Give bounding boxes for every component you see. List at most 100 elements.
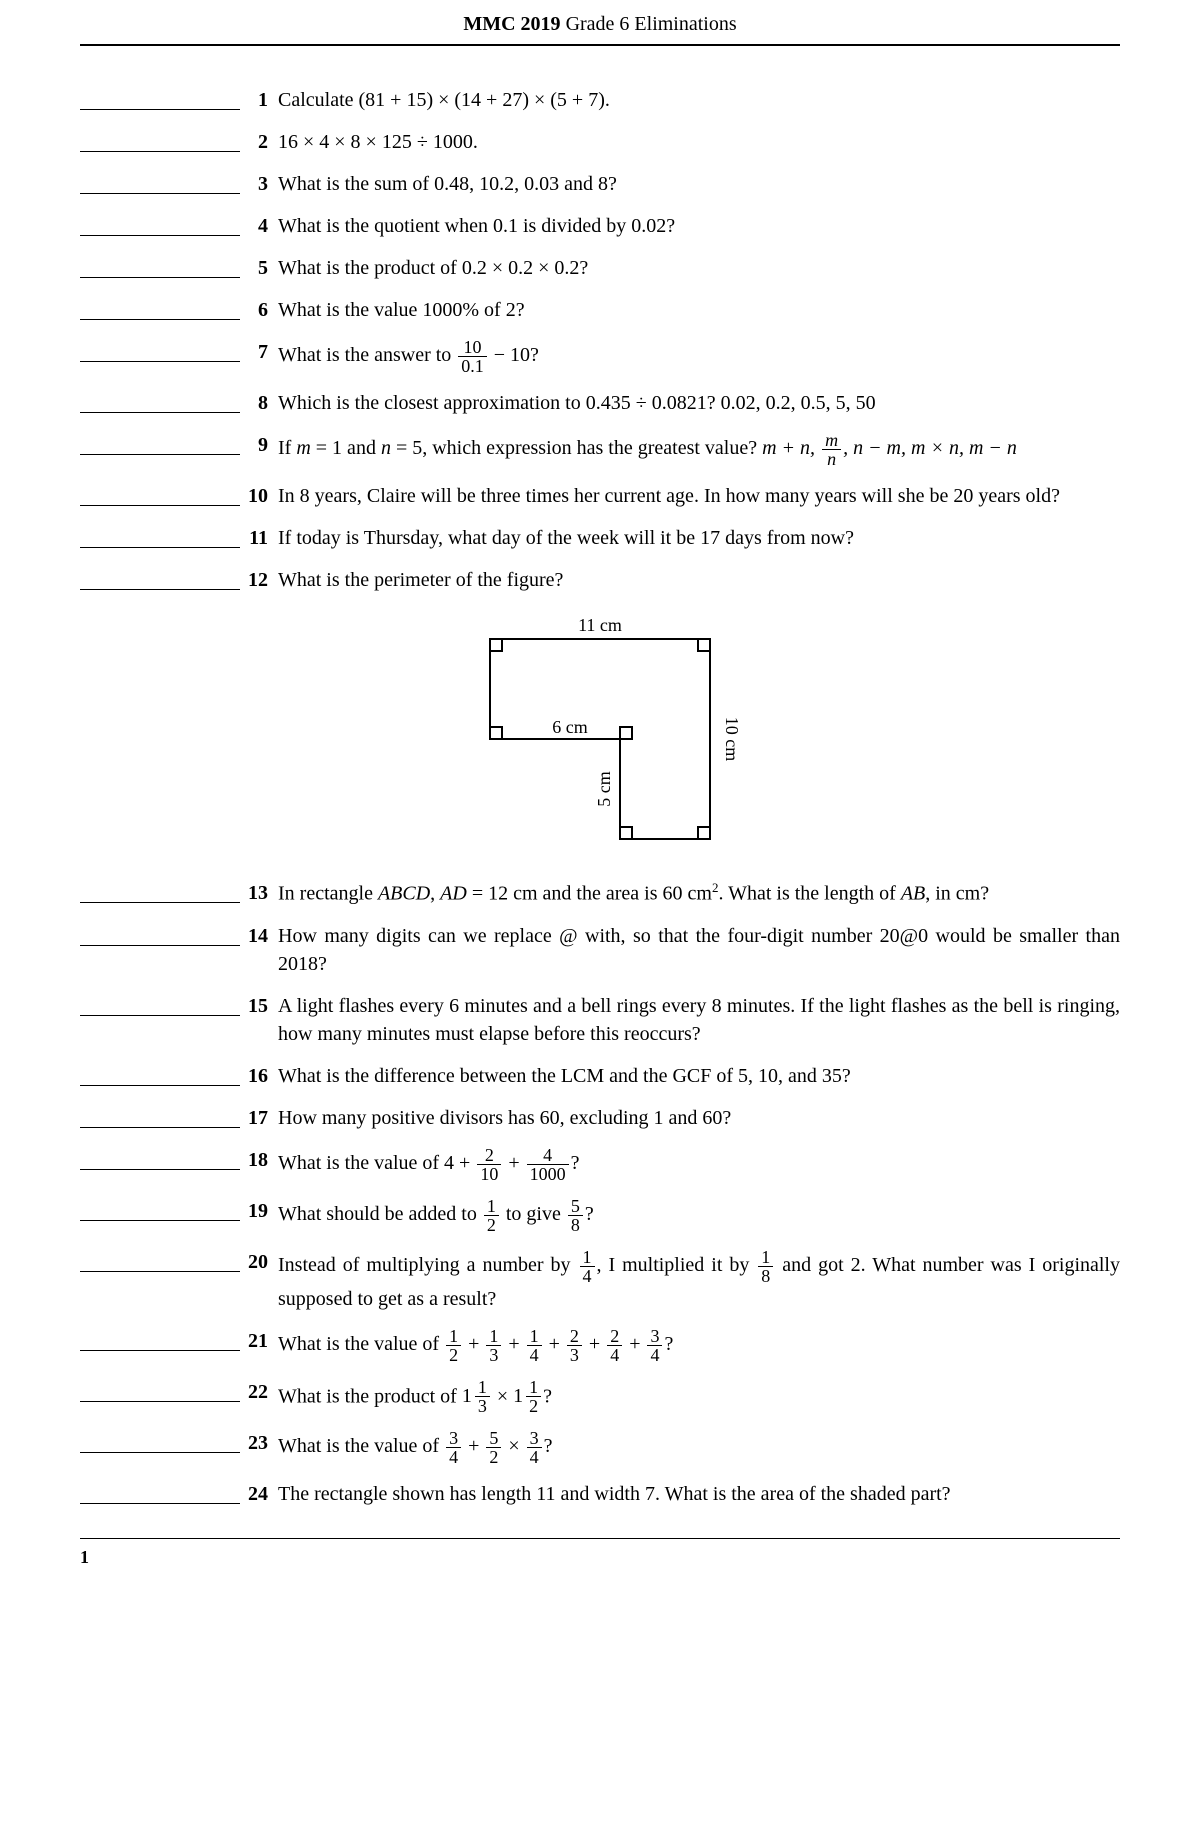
question-number: 22: [244, 1378, 278, 1406]
question-text: 16 × 4 × 8 × 125 ÷ 1000.: [278, 128, 1120, 156]
question-row: 24The rectangle shown has length 11 and …: [80, 1480, 1120, 1508]
question-row: 216 × 4 × 8 × 125 ÷ 1000.: [80, 128, 1120, 156]
question-text: What is the sum of 0.48, 10.2, 0.03 and …: [278, 170, 1120, 198]
question-row: 5What is the product of 0.2 × 0.2 × 0.2?: [80, 254, 1120, 282]
question-row: 11If today is Thursday, what day of the …: [80, 524, 1120, 552]
question-text: Which is the closest approximation to 0.…: [278, 389, 1120, 417]
question-number: 20: [244, 1248, 278, 1276]
question-text: How many digits can we replace @ with, s…: [278, 922, 1120, 978]
question-text: Calculate (81 + 15) × (14 + 27) × (5 + 7…: [278, 86, 1120, 114]
question-number: 24: [244, 1480, 278, 1508]
question-text: What should be added to 12 to give 58?: [278, 1197, 1120, 1234]
question-row: 18What is the value of 4 + 210 + 41000?: [80, 1146, 1120, 1183]
question-number: 3: [244, 170, 278, 198]
question-number: 14: [244, 922, 278, 950]
answer-blank: [80, 926, 240, 946]
question-row: 10In 8 years, Claire will be three times…: [80, 482, 1120, 510]
question-row: 13In rectangle ABCD, AD = 12 cm and the …: [80, 879, 1120, 908]
question-number: 8: [244, 389, 278, 417]
question-number: 1: [244, 86, 278, 114]
question-text: What is the value of 12 + 13 + 14 + 23 +…: [278, 1327, 1120, 1364]
page-header: MMC 2019 Grade 6 Eliminations: [80, 10, 1120, 46]
question-row: 4What is the quotient when 0.1 is divide…: [80, 212, 1120, 240]
question-row: 20Instead of multiplying a number by 14,…: [80, 1248, 1120, 1313]
question-row: 22What is the product of 113 × 112?: [80, 1378, 1120, 1415]
answer-blank: [80, 1382, 240, 1402]
answer-blank: [80, 90, 240, 110]
question-text: What is the value of 34 + 52 × 34?: [278, 1429, 1120, 1466]
svg-text:5 cm: 5 cm: [594, 771, 614, 807]
question-row: 12What is the perimeter of the figure?: [80, 566, 1120, 594]
question-text: The rectangle shown has length 11 and wi…: [278, 1480, 1120, 1508]
svg-text:10 cm: 10 cm: [722, 717, 742, 762]
question-number: 4: [244, 212, 278, 240]
question-row: 7What is the answer to 100.1 − 10?: [80, 338, 1120, 375]
question-text: If today is Thursday, what day of the we…: [278, 524, 1120, 552]
question-row: 8Which is the closest approximation to 0…: [80, 389, 1120, 417]
answer-blank: [80, 1108, 240, 1128]
question-row: 6What is the value 1000% of 2?: [80, 296, 1120, 324]
answer-blank: [80, 174, 240, 194]
question-number: 7: [244, 338, 278, 366]
question-number: 9: [244, 431, 278, 459]
question-number: 16: [244, 1062, 278, 1090]
question-text: What is the difference between the LCM a…: [278, 1062, 1120, 1090]
question-number: 18: [244, 1146, 278, 1174]
answer-blank: [80, 1252, 240, 1272]
figure-perimeter: 11 cm 6 cm 5 cm 10 cm: [80, 609, 1120, 859]
page-number: 1: [80, 1545, 1120, 1570]
svg-text:6 cm: 6 cm: [552, 717, 588, 737]
question-text: What is the product of 0.2 × 0.2 × 0.2?: [278, 254, 1120, 282]
question-number: 23: [244, 1429, 278, 1457]
question-text: In rectangle ABCD, AD = 12 cm and the ar…: [278, 879, 1120, 908]
question-text: What is the value 1000% of 2?: [278, 296, 1120, 324]
answer-blank: [80, 1331, 240, 1351]
question-text: How many positive divisors has 60, exclu…: [278, 1104, 1120, 1132]
answer-blank: [80, 570, 240, 590]
question-text: What is the product of 113 × 112?: [278, 1378, 1120, 1415]
question-number: 11: [244, 524, 278, 552]
question-text: A light flashes every 6 minutes and a be…: [278, 992, 1120, 1048]
question-row: 1Calculate (81 + 15) × (14 + 27) × (5 + …: [80, 86, 1120, 114]
question-row: 21What is the value of 12 + 13 + 14 + 23…: [80, 1327, 1120, 1364]
question-number: 2: [244, 128, 278, 156]
answer-blank: [80, 883, 240, 903]
answer-blank: [80, 996, 240, 1016]
question-row: 15A light flashes every 6 minutes and a …: [80, 992, 1120, 1048]
answer-blank: [80, 1484, 240, 1504]
answer-blank: [80, 1201, 240, 1221]
answer-blank: [80, 1433, 240, 1453]
answer-blank: [80, 393, 240, 413]
question-row: 16What is the difference between the LCM…: [80, 1062, 1120, 1090]
question-row: 9If m = 1 and n = 5, which expression ha…: [80, 431, 1120, 468]
question-text: What is the perimeter of the figure?: [278, 566, 1120, 594]
answer-blank: [80, 528, 240, 548]
header-bold: MMC 2019: [463, 13, 560, 35]
question-row: 23What is the value of 34 + 52 × 34?: [80, 1429, 1120, 1466]
question-row: 14How many digits can we replace @ with,…: [80, 922, 1120, 978]
question-row: 17How many positive divisors has 60, exc…: [80, 1104, 1120, 1132]
question-text: What is the quotient when 0.1 is divided…: [278, 212, 1120, 240]
question-text: What is the value of 4 + 210 + 41000?: [278, 1146, 1120, 1183]
answer-blank: [80, 1066, 240, 1086]
question-number: 6: [244, 296, 278, 324]
footer-rule: [80, 1538, 1120, 1539]
answer-blank: [80, 258, 240, 278]
question-list: 1Calculate (81 + 15) × (14 + 27) × (5 + …: [80, 86, 1120, 1508]
svg-text:11 cm: 11 cm: [578, 615, 622, 635]
question-number: 17: [244, 1104, 278, 1132]
answer-blank: [80, 132, 240, 152]
question-number: 19: [244, 1197, 278, 1225]
answer-blank: [80, 300, 240, 320]
question-number: 13: [244, 879, 278, 907]
question-row: 19What should be added to 12 to give 58?: [80, 1197, 1120, 1234]
answer-blank: [80, 342, 240, 362]
question-text: In 8 years, Claire will be three times h…: [278, 482, 1120, 510]
header-plain: Grade 6 Eliminations: [561, 13, 737, 35]
question-row: 3What is the sum of 0.48, 10.2, 0.03 and…: [80, 170, 1120, 198]
question-number: 12: [244, 566, 278, 594]
question-number: 21: [244, 1327, 278, 1355]
question-text: If m = 1 and n = 5, which expression has…: [278, 431, 1120, 468]
question-text: What is the answer to 100.1 − 10?: [278, 338, 1120, 375]
answer-blank: [80, 435, 240, 455]
